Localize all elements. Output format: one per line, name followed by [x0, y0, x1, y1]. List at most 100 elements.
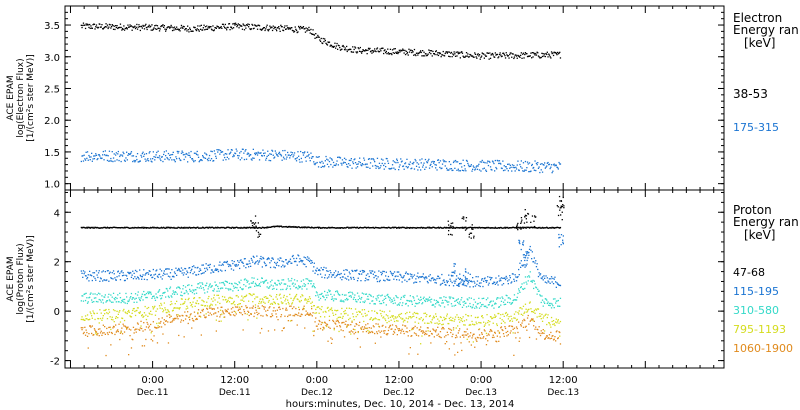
data-point: [252, 293, 254, 295]
data-point: [535, 227, 538, 229]
data-point: [91, 27, 93, 29]
data-point: [421, 55, 423, 57]
data-point: [405, 165, 407, 168]
data-point: [383, 332, 385, 334]
data-point: [528, 55, 531, 57]
data-point: [159, 295, 161, 297]
data-point: [213, 271, 215, 273]
data-point: [330, 163, 332, 166]
data-point: [233, 155, 235, 157]
data-point: [203, 289, 205, 291]
data-point: [263, 296, 265, 298]
data-point: [535, 162, 538, 164]
data-point: [301, 288, 303, 290]
data-point: [295, 226, 298, 228]
data-point: [262, 299, 264, 301]
data-point: [96, 226, 98, 229]
data-point: [549, 56, 551, 58]
data-point: [295, 286, 298, 289]
data-point: [359, 161, 361, 164]
data-point: [468, 56, 470, 58]
legend-unit: [keV]: [744, 36, 775, 50]
data-point: [86, 276, 89, 279]
data-point: [226, 153, 228, 155]
data-point: [200, 334, 202, 336]
data-point: [287, 225, 289, 228]
data-point: [254, 262, 257, 264]
data-point: [372, 300, 374, 302]
data-point: [516, 276, 518, 279]
data-point: [508, 227, 510, 229]
data-point: [254, 282, 257, 284]
data-point: [119, 154, 122, 156]
data-point: [160, 25, 163, 27]
data-point: [92, 24, 94, 26]
data-point: [435, 299, 437, 302]
data-point: [533, 52, 535, 54]
data-point: [401, 328, 403, 330]
data-point: [180, 227, 182, 229]
data-point: [249, 262, 251, 265]
data-point: [265, 265, 267, 267]
y-tick-label: 2.5: [44, 84, 60, 95]
data-point: [83, 226, 85, 229]
data-point: [449, 168, 451, 170]
data-point: [200, 227, 202, 229]
data-point: [260, 302, 262, 304]
data-point: [218, 264, 220, 266]
data-point: [369, 270, 371, 272]
data-point: [460, 281, 462, 283]
data-point: [516, 225, 518, 227]
data-point: [147, 26, 149, 28]
data-point: [533, 166, 535, 169]
data-point: [459, 278, 461, 280]
data-point: [298, 286, 300, 289]
data-point: [106, 270, 109, 272]
data-point: [115, 154, 117, 156]
data-point: [225, 159, 227, 161]
data-point: [521, 227, 523, 229]
data-point: [115, 279, 117, 281]
data-point: [308, 300, 310, 303]
data-point: [467, 299, 469, 301]
data-point: [543, 55, 545, 57]
data-point: [99, 155, 101, 157]
data-point: [158, 273, 160, 276]
data-point: [376, 312, 379, 315]
data-point: [328, 41, 330, 44]
data-point: [282, 226, 284, 228]
data-point: [563, 205, 565, 207]
data-point: [140, 297, 142, 299]
data-point: [507, 313, 509, 315]
data-point: [182, 274, 185, 276]
data-point: [252, 305, 254, 307]
data-point: [317, 294, 319, 296]
data-point: [384, 227, 386, 229]
data-point: [294, 26, 296, 28]
data-point: [399, 329, 401, 331]
data-point: [443, 316, 445, 319]
data-point: [90, 25, 92, 27]
data-point: [482, 53, 484, 55]
data-point: [245, 27, 247, 29]
data-point: [272, 298, 274, 300]
data-point: [410, 49, 412, 51]
data-point: [250, 28, 252, 30]
data-point: [344, 299, 346, 301]
data-point: [264, 262, 266, 265]
data-point: [352, 313, 354, 315]
data-point: [498, 312, 500, 315]
data-point: [288, 27, 290, 29]
data-point: [282, 279, 285, 281]
data-point: [339, 49, 342, 51]
data-point: [162, 160, 164, 163]
data-point: [409, 49, 411, 51]
data-point: [528, 248, 531, 250]
data-point: [287, 320, 289, 322]
data-point: [318, 312, 320, 314]
data-point: [306, 227, 308, 229]
data-point: [557, 320, 559, 322]
data-point: [490, 54, 492, 56]
data-point: [511, 302, 513, 304]
data-point: [559, 236, 561, 239]
